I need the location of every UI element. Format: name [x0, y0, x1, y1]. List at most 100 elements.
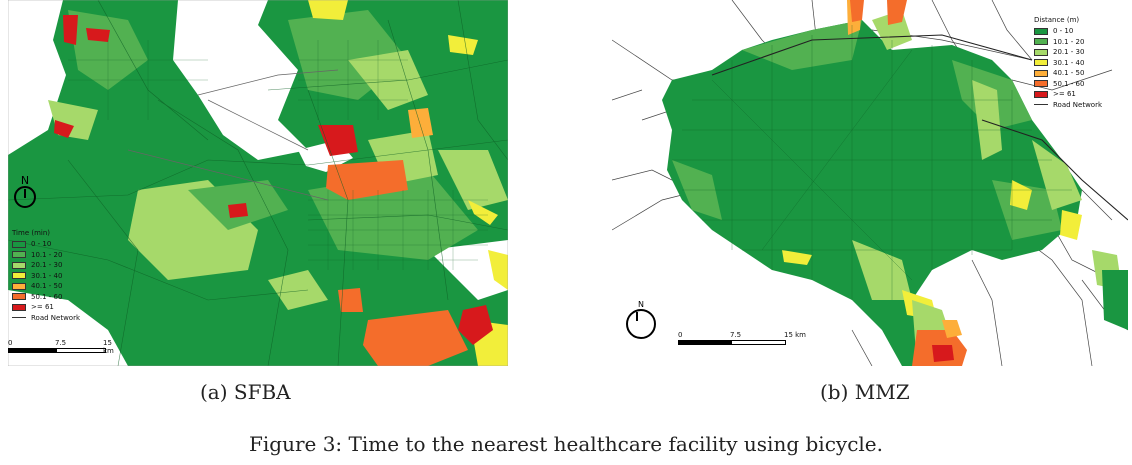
- road-network: [127, 69, 339, 201]
- legend-label: 0 - 10: [31, 240, 52, 249]
- legend-swatch: [12, 303, 26, 311]
- scale-label: 7.5: [730, 331, 742, 339]
- zone-30-40: [308, 0, 348, 20]
- legend-label: 20.1 - 30: [1053, 48, 1085, 57]
- legend-swatch: [1034, 80, 1048, 88]
- legend-item: Road Network: [12, 313, 80, 324]
- legend-item: 20.1 - 30: [1034, 47, 1102, 58]
- zone-30-40: [782, 250, 812, 265]
- legend-item: 10.1 - 20: [12, 250, 80, 261]
- legend-swatch: [12, 251, 26, 259]
- legend-item: Road Network: [1034, 100, 1102, 111]
- bay-water: [8, 0, 66, 155]
- legend-label: 50.1 - 60: [31, 292, 63, 301]
- legend-item: 50.1 - 60: [1034, 79, 1102, 90]
- legend-label: 20.1 - 30: [31, 261, 63, 270]
- legend-swatch: [1034, 69, 1048, 77]
- legend-swatch: [12, 293, 26, 301]
- scale-bar-graphic: [8, 348, 106, 353]
- legend-swatch: [1034, 38, 1048, 46]
- legend-item: >= 61: [1034, 89, 1102, 100]
- legend-item: 0 - 10: [12, 239, 80, 250]
- legend-label: 40.1 - 50: [1053, 69, 1085, 78]
- legend-item: 50.1 - 60: [12, 292, 80, 303]
- scale-label: 7.5: [55, 339, 67, 347]
- legend-swatch: [1034, 48, 1048, 56]
- zone-50-60: [887, 0, 907, 25]
- legend-label: >= 61: [31, 303, 54, 312]
- legend-item: 40.1 - 50: [1034, 68, 1102, 79]
- urban-grid: [68, 40, 488, 270]
- zone-30-40: [1010, 180, 1032, 210]
- legend-label: 10.1 - 20: [1053, 37, 1085, 46]
- zone-30-40: [1060, 210, 1082, 240]
- legend-swatch: [12, 282, 26, 290]
- zone-10-20: [1102, 270, 1128, 330]
- zone-30-40: [488, 250, 508, 290]
- zone-61-plus: [54, 120, 74, 138]
- road-line-swatch: [12, 317, 26, 319]
- legend-swatch: [1034, 27, 1048, 35]
- legend-title: Time (min): [12, 229, 51, 237]
- scale-label: 15 km: [784, 331, 807, 339]
- legend-label: Road Network: [1053, 100, 1103, 109]
- zone-50-60: [338, 288, 363, 312]
- tract-boundaries: [672, 25, 1072, 300]
- scale-bar-graphic: [678, 340, 786, 345]
- mmz-map: [612, 0, 1128, 366]
- zone-20-30: [438, 150, 508, 210]
- legend-swatch: [12, 272, 26, 280]
- legend: Distance (m) 0 - 10 10.1 - 20 20.1 - 30 …: [1034, 16, 1102, 110]
- legend-item: 30.1 - 40: [1034, 58, 1102, 69]
- compass-icon: [14, 186, 36, 208]
- legend-item: 20.1 - 30: [12, 260, 80, 271]
- legend-item: 0 - 10: [1034, 26, 1102, 37]
- legend-label: 10.1 - 20: [31, 250, 63, 259]
- zone-40-50: [408, 108, 433, 138]
- legend-label: 30.1 - 40: [1053, 58, 1085, 67]
- legend-item: 40.1 - 50: [12, 281, 80, 292]
- legend-label: 30.1 - 40: [31, 271, 63, 280]
- legend-swatch: [1034, 59, 1048, 67]
- zone-61-plus: [86, 28, 110, 42]
- sfba-map: [8, 0, 508, 366]
- zone-61-plus: [63, 15, 78, 45]
- scale-bar: 0 7.5 15 km: [678, 331, 808, 345]
- north-label: N: [638, 300, 644, 309]
- north-arrow: N: [626, 300, 656, 339]
- scale-label: 15 km: [103, 339, 114, 355]
- scale-label: 0: [8, 339, 13, 347]
- legend-label: >= 61: [1053, 90, 1076, 99]
- map-panel-sfba: N Time (min) 0 - 10 10.1 - 20 20.1 - 30 …: [8, 0, 508, 366]
- legend-title: Distance (m): [1034, 16, 1080, 24]
- figure-caption: Figure 3: Time to the nearest healthcare…: [249, 432, 883, 456]
- compass-icon: [626, 309, 656, 339]
- legend-label: Road Network: [31, 313, 81, 322]
- road-line-swatch: [1034, 104, 1048, 106]
- north-label: N: [20, 174, 30, 187]
- legend-item: >= 61: [12, 302, 80, 313]
- legend-item: 30.1 - 40: [12, 271, 80, 282]
- zone-20-30: [852, 240, 912, 300]
- subfigure-caption-b: (b) MMZ: [820, 380, 910, 404]
- bay-water: [173, 0, 308, 160]
- legend-swatch: [12, 240, 26, 248]
- zone-50-60: [326, 160, 408, 200]
- legend-label: 40.1 - 50: [31, 282, 63, 291]
- zone-20-30: [1032, 140, 1082, 210]
- zone-30-40: [468, 200, 498, 225]
- zone-50-60: [363, 310, 468, 366]
- subfigure-caption-a: (a) SFBA: [200, 380, 291, 404]
- zone-50-60: [850, 0, 864, 22]
- zone-61-plus: [318, 125, 358, 156]
- zone-61-plus: [458, 305, 493, 345]
- legend-swatch: [1034, 90, 1048, 98]
- north-arrow: N: [14, 175, 36, 208]
- zone-61-plus: [228, 203, 248, 218]
- legend: Time (min) 0 - 10 10.1 - 20 20.1 - 30 30…: [12, 229, 80, 323]
- bay-water: [428, 240, 508, 300]
- scale-label: 0: [678, 331, 683, 339]
- zone-40-50: [942, 320, 962, 338]
- legend-item: 10.1 - 20: [1034, 37, 1102, 48]
- zone-61-plus: [932, 345, 954, 362]
